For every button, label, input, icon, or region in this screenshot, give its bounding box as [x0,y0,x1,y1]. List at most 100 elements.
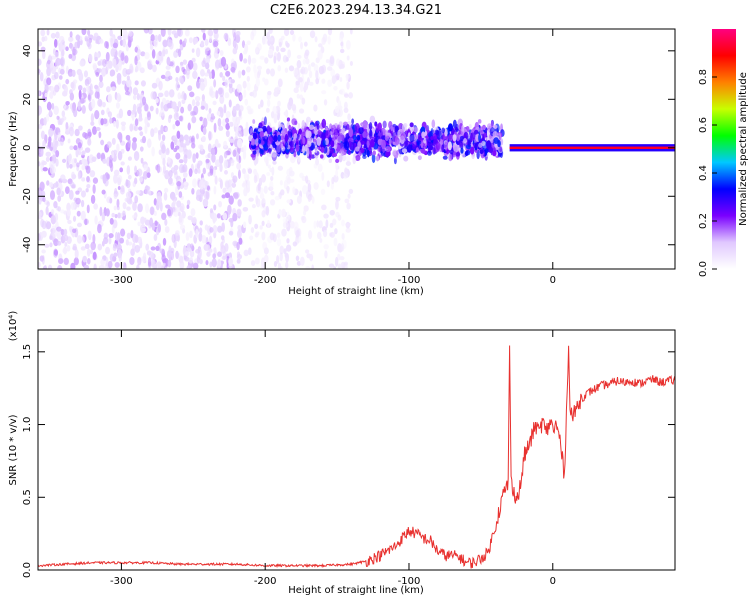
heatmap-cell [157,34,162,43]
heatmap-cell [236,251,241,257]
heatmap-cell [349,29,353,35]
heatmap-cell [55,150,60,158]
heatmap-cell [138,116,143,122]
heatmap-cell [38,261,41,268]
heatmap-cell [66,202,71,212]
heatmap-cell [286,199,291,204]
heatmap-cell [76,235,83,244]
heatmap-cell [89,83,93,92]
snr-panel: -300 -200 -100 0 0.0 0.5 1.0 1.5 Height of str… [8,311,676,596]
heatmap-cell [87,29,91,36]
heatmap-cell [284,141,289,149]
heatmap-cell [190,243,194,250]
heatmap-cell [127,39,132,48]
heatmap-cell [317,129,321,136]
heatmap-cell [162,164,166,174]
heatmap-cell [63,228,68,236]
heatmap-cell [208,130,212,141]
heatmap-cell [126,68,132,74]
heatmap-cell [136,93,141,101]
heatmap-cell [347,150,352,156]
heatmap-cell [323,229,328,238]
heatmap-cell [277,121,282,130]
heatmap-cell [271,166,275,177]
heatmap-cell [336,124,341,131]
heatmap-cell [273,113,278,124]
heatmap-cell [259,148,264,155]
heatmap-cell [164,127,168,132]
heatmap-cell [92,251,97,261]
heatmap-cell [227,204,232,215]
heatmap-cell [147,29,153,35]
heatmap-cell [56,115,60,120]
heatmap-cell [305,265,311,269]
heatmap-cell [261,210,266,218]
heatmap-cell [68,53,73,59]
heatmap-cell [130,229,134,239]
heatmap-cell [220,235,225,241]
heatmap-cell [112,243,118,249]
heatmap-cell [212,100,217,106]
heatmap-cell [178,164,185,174]
heatmap-cell [267,90,272,96]
heatmap-cell [165,65,171,70]
heatmap-cell [190,110,196,117]
heatmap-cell [233,31,237,41]
heatmap-cell [127,138,131,148]
heatmap-cell [301,185,308,195]
heatmap-cell [175,65,180,74]
heatmap-cell [196,163,201,170]
heatmap-cell [372,150,376,156]
heatmap-cell [117,212,121,219]
heatmap-cell [455,123,459,133]
heatmap-cell [101,212,106,222]
heatmap-cell [298,108,305,114]
heatmap-cell [124,55,129,64]
heatmap-cell [194,168,198,175]
heatmap-cell [44,92,48,98]
heatmap-cell [124,90,131,96]
heatmap-cell [288,124,292,131]
heatmap-cell [46,201,50,207]
heatmap-cell [103,232,109,240]
heatmap-cell [333,86,338,91]
heatmap-cell [89,249,94,255]
heatmap-cell [184,251,190,257]
y-tick-label: -40 [22,237,33,253]
heatmap-cell [197,168,201,174]
heatmap-cell [427,144,434,151]
heatmap-cell [94,109,100,120]
heatmap-cell [276,144,281,153]
heatmap-cell [346,155,351,163]
heatmap-cell [199,220,203,226]
heatmap-cell [341,219,345,227]
heatmap-cell [82,255,88,263]
heatmap-cell [144,52,150,60]
heatmap-cell [244,127,250,135]
heatmap-cell [105,208,110,217]
heatmap-cell [46,180,50,186]
heatmap-cell [303,67,308,75]
heatmap-cell [241,40,246,48]
heatmap-cell [230,66,236,73]
heatmap-cell [217,118,222,127]
heatmap-cell [277,78,283,88]
heatmap-cell [325,59,330,64]
heatmap-cell [90,194,96,205]
heatmap-cell [224,79,229,88]
heatmap-region-3 [248,115,505,165]
heatmap-cell [87,138,92,146]
heatmap-cell [81,105,86,114]
heatmap-cell [63,103,67,110]
heatmap-cell [115,119,119,129]
heatmap-cell [189,249,195,258]
heatmap-cell [202,32,206,41]
heatmap-cell [338,90,343,95]
heatmap-cell [347,193,351,199]
heatmap-cell [187,103,192,112]
heatmap-cell [469,146,475,155]
heatmap-cell [60,174,66,182]
heatmap-cell [109,117,113,124]
heatmap-cell [204,48,208,56]
